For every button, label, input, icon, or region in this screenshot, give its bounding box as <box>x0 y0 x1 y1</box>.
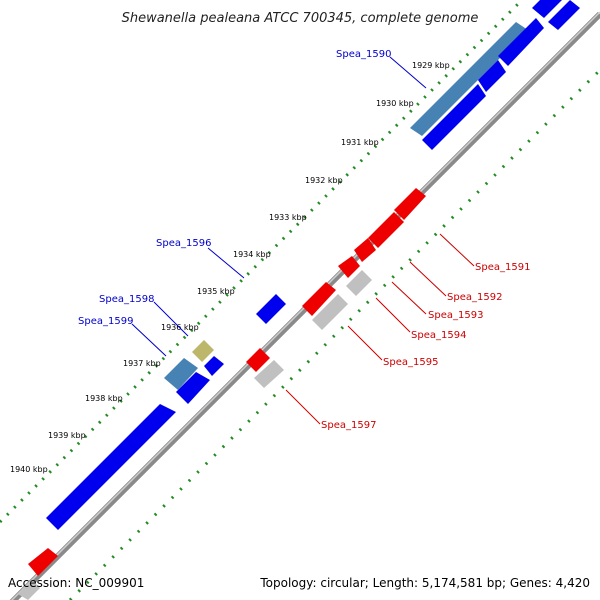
reverse-genes <box>18 188 426 600</box>
gene-label-spea-1596[interactable]: Spea_1596 <box>156 238 211 249</box>
label-leader-lines <box>131 56 475 425</box>
map-title: Shewanella pealeana ATCC 700345, complet… <box>122 11 479 26</box>
kbp-tick-label: 1932 kbp <box>305 176 343 185</box>
kbp-tick-label: 1929 kbp <box>412 61 450 70</box>
kbp-tick-label: 1931 kbp <box>341 138 379 147</box>
outer-tick-track <box>0 0 525 524</box>
kbp-tick-label: 1930 kbp <box>376 99 414 108</box>
gene-label-spea-1590[interactable]: Spea_1590 <box>336 49 391 60</box>
accession-text: Accession: NC_009901 <box>8 576 144 590</box>
leader-spea-1593 <box>391 281 427 315</box>
gene-label-spea-1591[interactable]: Spea_1591 <box>475 262 530 273</box>
genome-backbone <box>9 11 600 600</box>
gene-spea-1592[interactable] <box>354 238 376 262</box>
leader-spea-1594 <box>375 297 411 333</box>
gene-label-spea-1593[interactable]: Spea_1593 <box>428 310 483 321</box>
gene-spea-1591[interactable] <box>394 188 426 220</box>
gene-label-spea-1597[interactable]: Spea_1597 <box>321 420 376 431</box>
gene-spea-1589[interactable] <box>422 84 486 150</box>
gene-label-spea-1594[interactable]: Spea_1594 <box>411 330 466 341</box>
gene-label-spea-1598[interactable]: Spea_1598 <box>99 294 154 305</box>
kbp-tick-label: 1933 kbp <box>269 213 307 222</box>
gene-spea-1602[interactable] <box>18 580 40 600</box>
genome-summary-text: Topology: circular; Length: 5,174,581 bp… <box>259 576 590 590</box>
gene-spea-1597a[interactable] <box>246 348 270 372</box>
gene-spea-1595a[interactable] <box>302 282 336 316</box>
kbp-tick-label: 1940 kbp <box>10 465 48 474</box>
gene-spea-1597-fwd[interactable] <box>204 356 224 376</box>
gene-spea-1596[interactable] <box>256 294 286 324</box>
gene-spea-1588[interactable] <box>478 60 506 92</box>
gene-label-spea-1599[interactable]: Spea_1599 <box>78 316 133 327</box>
leader-spea-1599 <box>131 323 167 357</box>
leader-spea-1596 <box>207 247 245 279</box>
leader-spea-1595 <box>347 325 383 361</box>
leader-spea-1592 <box>409 261 447 297</box>
leader-spea-1590 <box>389 56 427 89</box>
kbp-tick-label: 1937 kbp <box>123 359 161 368</box>
leader-spea-1598 <box>153 301 189 337</box>
gene-spea-1593[interactable] <box>338 256 360 278</box>
kbp-tick-label: 1935 kbp <box>197 287 235 296</box>
gene-spea-1599[interactable] <box>164 358 198 390</box>
gene-spea-1600[interactable] <box>46 404 176 530</box>
gene-label-spea-1595[interactable]: Spea_1595 <box>383 357 438 368</box>
gene-labels: Spea_1590 Spea_1596 Spea_1598 Spea_1599 … <box>78 49 530 431</box>
genome-backbone-highlight <box>10 11 600 600</box>
kbp-tick-label: 1939 kbp <box>48 431 86 440</box>
gene-spea-1590[interactable] <box>410 22 528 136</box>
kbp-tick-label: 1934 kbp <box>233 250 271 259</box>
gene-spea-1591b[interactable] <box>368 212 404 248</box>
gene-spea-1599b[interactable] <box>176 372 210 404</box>
gene-spea-1587[interactable] <box>498 18 544 66</box>
gene-spea-1598[interactable] <box>192 340 214 362</box>
forward-genes <box>46 0 580 530</box>
kbp-tick-labels: 1929 kbp 1930 kbp 1931 kbp 1932 kbp 1933… <box>10 61 450 474</box>
gene-spea-1595b[interactable] <box>312 294 348 330</box>
inner-tick-track <box>68 68 600 600</box>
kbp-tick-label: 1938 kbp <box>85 394 123 403</box>
gene-spea-1601[interactable] <box>28 548 58 576</box>
gene-spea-1585[interactable] <box>548 0 580 30</box>
gene-label-spea-1592[interactable]: Spea_1592 <box>447 292 502 303</box>
gene-spea-1597b[interactable] <box>254 360 284 388</box>
gene-spea-1586[interactable] <box>532 0 562 18</box>
leader-spea-1591 <box>439 233 475 267</box>
leader-spea-1597 <box>285 389 321 425</box>
gene-spea-1594[interactable] <box>346 270 372 296</box>
